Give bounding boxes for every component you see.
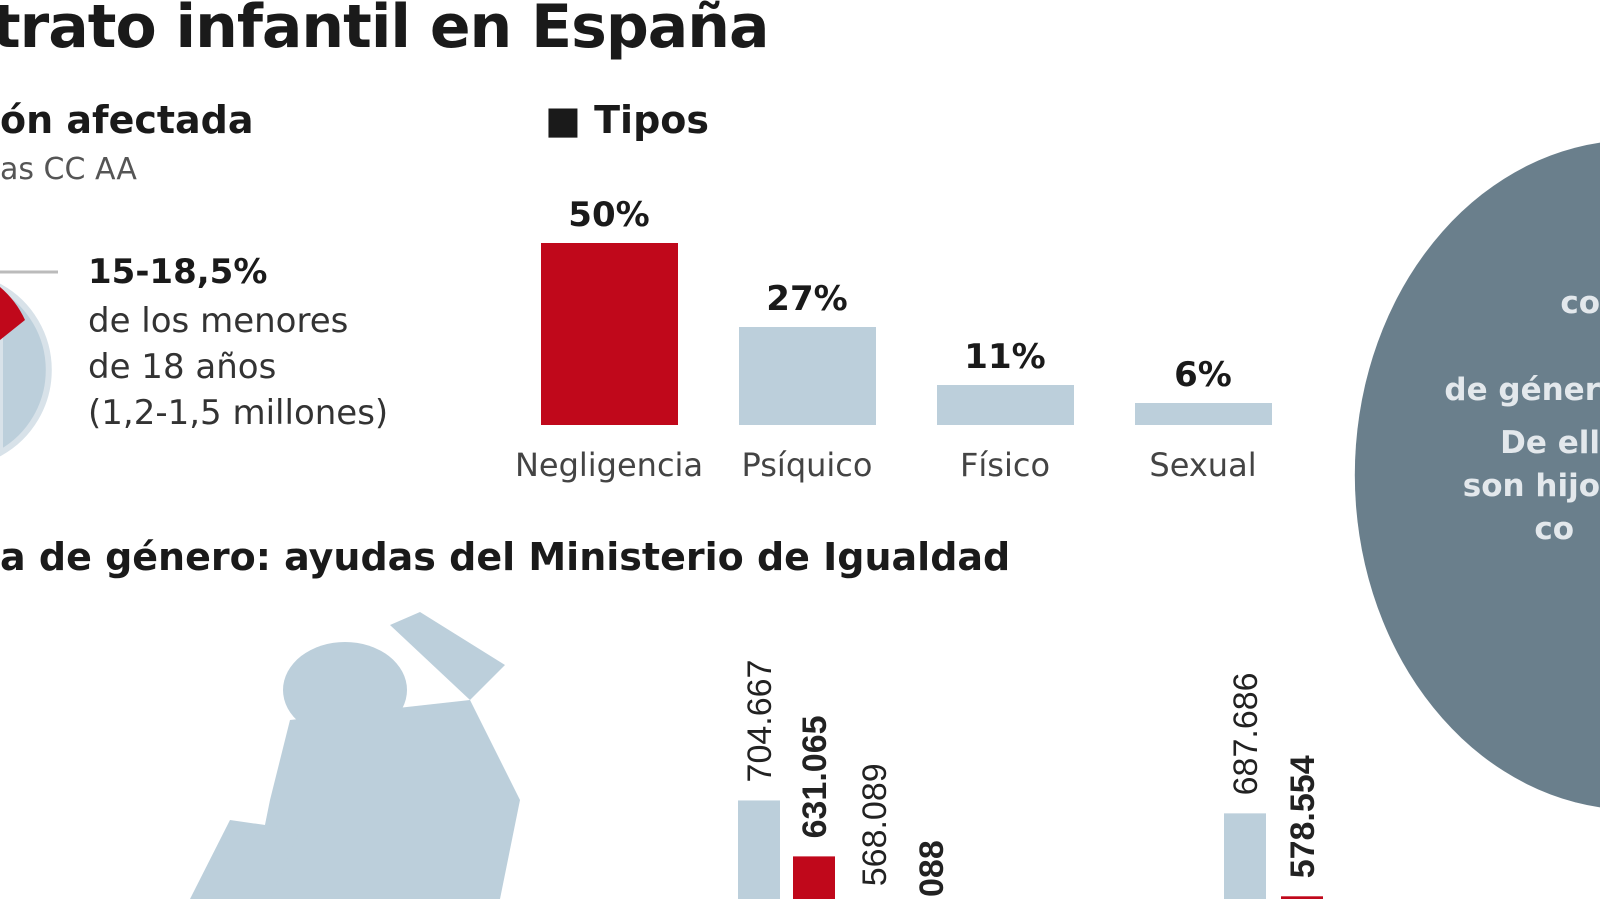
- circle-text: De ell: [1500, 425, 1600, 461]
- circle-text: de géner: [1444, 372, 1600, 408]
- pie-slice-affected: [0, 287, 25, 340]
- square-bullet-icon: ■: [545, 98, 595, 142]
- silhouette-figure: [190, 612, 520, 899]
- affected-percent: 15-18,5%: [88, 252, 268, 292]
- ayudas-value-label: 687.686: [1227, 672, 1265, 795]
- ayudas-value-label: 568.089: [856, 763, 894, 886]
- ayudas-value-label: 704.667: [741, 660, 779, 783]
- affected-line: de 18 años: [88, 347, 277, 387]
- bar-psíquico: [739, 326, 876, 425]
- category-label: Negligencia: [514, 446, 704, 484]
- ayudas-bar: [1281, 896, 1323, 899]
- affected-description: de los menores de 18 años (1,2-1,5 millo…: [88, 298, 388, 436]
- affected-line: de los menores: [88, 301, 349, 341]
- category-label: Físico: [959, 446, 1051, 484]
- bar-value-label: 11%: [964, 336, 1046, 377]
- affected-subheading: as CC AA: [0, 152, 137, 187]
- ayudas-value-label: 631.065: [796, 715, 834, 838]
- bar-sexual: [1135, 403, 1272, 425]
- circle-text: son hijo: [1462, 468, 1600, 504]
- gender-section-heading: a de género: ayudas del Ministerio de Ig…: [0, 535, 1011, 579]
- category-label: Psíquico: [741, 446, 873, 484]
- circle-text: co: [1560, 285, 1600, 321]
- bar-físico: [937, 384, 1074, 425]
- bar-value-label: 27%: [766, 278, 848, 319]
- ayudas-bar: [793, 856, 835, 899]
- page-title: trato infantil en España: [0, 0, 769, 62]
- tipos-title: Tipos: [594, 98, 710, 142]
- ayudas-bar: [738, 800, 780, 899]
- ayudas-value-label: 578.554: [1284, 755, 1322, 878]
- affected-line: (1,2-1,5 millones): [88, 393, 389, 433]
- bar-value-label: 6%: [1174, 355, 1232, 396]
- affected-heading: ón afectada: [0, 98, 254, 142]
- ayudas-value-label: 088: [913, 840, 951, 897]
- category-label: Sexual: [1149, 446, 1257, 484]
- circle-text: co: [1534, 511, 1574, 547]
- info-circle: [1354, 142, 1600, 808]
- ayudas-bar-chart: 704.667 631.065 568.089 088 687.686 578.554: [738, 660, 1323, 899]
- tipos-heading: ■ Tipos: [545, 98, 709, 142]
- bar-negligencia: [541, 243, 678, 425]
- bar-value-label: 50%: [568, 195, 650, 235]
- pie-chart: [0, 270, 58, 457]
- ayudas-bar: [1224, 813, 1266, 899]
